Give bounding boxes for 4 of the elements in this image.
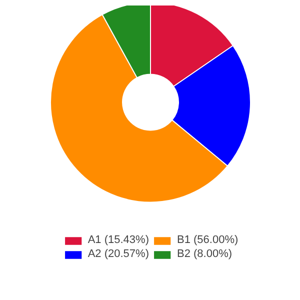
legend-label: A1 (15.43%) xyxy=(88,234,149,246)
legend-label: B2 (8.00%) xyxy=(177,248,232,260)
legend-label: A2 (20.57%) xyxy=(88,248,149,260)
legend-label: B1 (56.00%) xyxy=(177,234,238,246)
